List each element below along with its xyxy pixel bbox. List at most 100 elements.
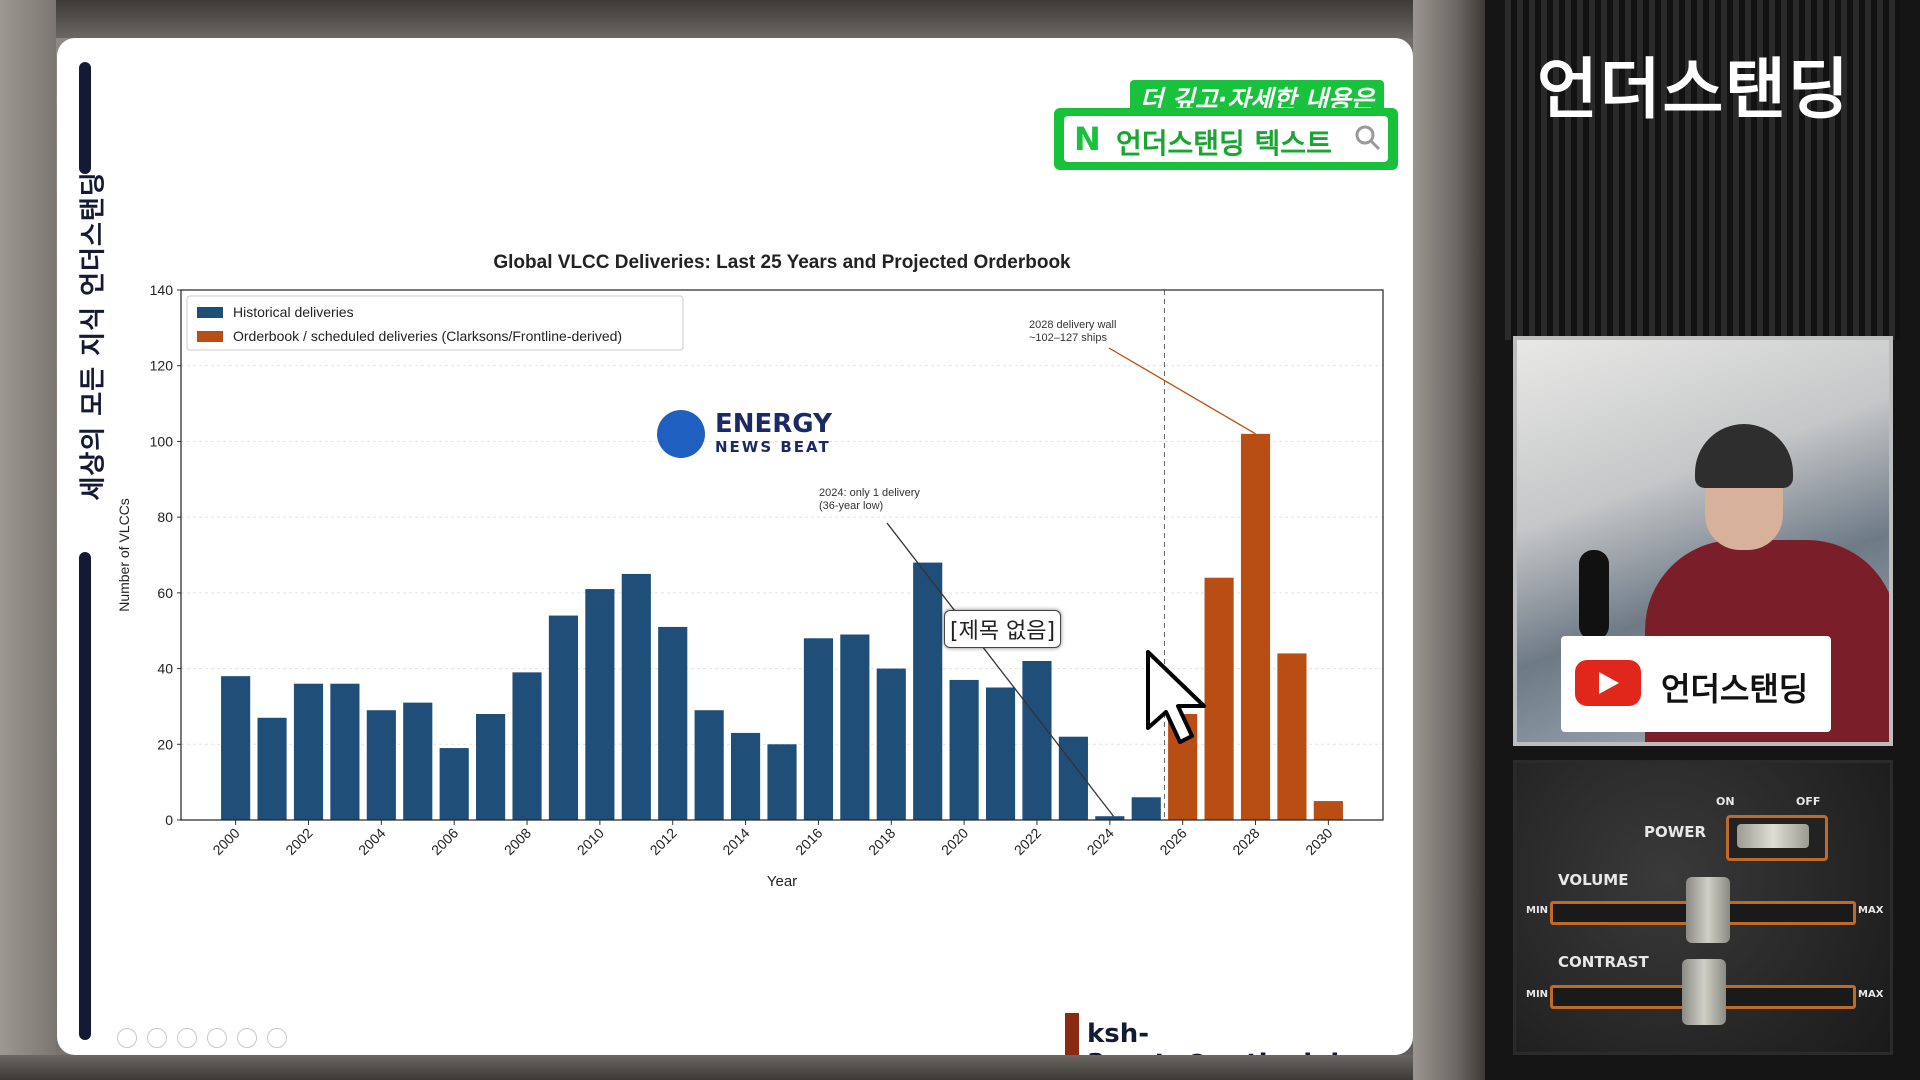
left-bar-bottom — [79, 552, 91, 1040]
legend-box — [186, 295, 684, 351]
annotation-arrow — [1108, 347, 1256, 435]
contrast-max-label: MAX — [1858, 989, 1884, 1000]
bar-historical — [621, 573, 651, 820]
top-badge: 더 깊고·자세한 내용은 N 언더스탠딩 텍스트 — [1054, 68, 1398, 170]
power-label: POWER — [1644, 823, 1707, 841]
bar-historical — [257, 717, 287, 820]
left-bar-top — [79, 62, 91, 174]
watermark-text: ENERGY — [715, 409, 833, 439]
email-text: ksh-3protv@outlook.kr — [1087, 1019, 1360, 1055]
bar-historical — [876, 668, 906, 820]
frame-top — [0, 0, 1470, 38]
pen-icon[interactable] — [177, 1028, 197, 1048]
y-tick-label: 40 — [157, 661, 173, 677]
channel-card-text: 언더스탠딩 — [1661, 670, 1809, 708]
y-tick-label: 0 — [165, 812, 173, 828]
annotation-text: (36-year low) — [819, 500, 883, 512]
bar-historical — [1131, 797, 1161, 820]
right-panel: 언더스탠딩 언더스탠딩 ON OFF POWER VOLUME MIN MAX … — [1485, 0, 1920, 1080]
x-tick-label: 2006 — [428, 825, 461, 858]
chart-title: Global VLCC Deliveries: Last 25 Years an… — [493, 252, 1071, 273]
frame-bottom — [0, 1055, 1470, 1080]
bar-historical — [512, 672, 542, 820]
bar-historical — [1058, 736, 1088, 820]
frame-left — [0, 0, 56, 1080]
x-tick-label: 2026 — [1156, 825, 1189, 858]
x-tick-label: 2008 — [501, 825, 534, 858]
badge-main: N 언더스탠딩 텍스트 — [1054, 108, 1398, 170]
next-icon[interactable] — [147, 1028, 167, 1048]
bar-historical — [548, 615, 579, 820]
bar-historical — [439, 748, 469, 820]
chart: Global VLCC Deliveries: Last 25 Years an… — [116, 252, 1384, 890]
legend-swatch — [197, 307, 223, 318]
badge-title: 언더스탠딩 텍스트 — [1116, 127, 1332, 160]
x-tick-label: 2022 — [1011, 825, 1044, 858]
channel-card: 언더스탠딩 — [1561, 636, 1831, 732]
watermark-subtext: NEWS BEAT — [715, 438, 831, 456]
watermark-globe-icon — [657, 410, 705, 458]
annotation-text: 2024: only 1 delivery — [819, 487, 920, 499]
bar-historical — [585, 589, 615, 820]
bar-historical — [913, 562, 943, 820]
bar-orderbook — [1277, 653, 1307, 820]
y-tick-label: 120 — [150, 358, 174, 374]
bar-historical — [1095, 816, 1125, 820]
bar-historical — [221, 676, 251, 820]
bar-historical — [985, 687, 1016, 820]
contrast-slider-knob[interactable] — [1682, 959, 1726, 1025]
bar-historical — [658, 626, 688, 820]
tv-control-panel: ON OFF POWER VOLUME MIN MAX CONTRAST MIN… — [1513, 760, 1893, 1055]
more-icon[interactable] — [267, 1028, 287, 1048]
tooltip: [제목 없음] — [944, 610, 1062, 648]
power-switch[interactable] — [1726, 815, 1828, 861]
x-tick-label: 2012 — [647, 825, 680, 858]
x-tick-label: 2024 — [1084, 825, 1117, 858]
mouse-cursor-icon — [1146, 650, 1206, 744]
on-label: ON — [1716, 795, 1735, 808]
bar-historical — [403, 702, 433, 820]
naver-n-icon: N — [1074, 120, 1101, 158]
annotation-text: 2028 delivery wall — [1029, 319, 1116, 331]
youtube-icon — [1575, 660, 1641, 706]
y-tick-label: 80 — [157, 509, 173, 525]
email-box: ksh-3protv@outlook.kr — [1065, 1013, 1413, 1055]
bar-historical — [767, 744, 797, 820]
x-tick-label: 2030 — [1302, 825, 1335, 858]
bar-historical — [840, 634, 870, 820]
legend-swatch — [197, 331, 223, 342]
volume-max-label: MAX — [1858, 905, 1884, 916]
bar-historical — [694, 710, 724, 820]
slide: 세상의 모든 지식 언더스탠딩 더 깊고·자세한 내용은 N 언더스탠딩 텍스트… — [57, 38, 1413, 1055]
volume-label: VOLUME — [1558, 871, 1629, 889]
bar-orderbook — [1240, 433, 1271, 820]
legend-label: Orderbook / scheduled deliveries (Clarks… — [233, 328, 622, 344]
contrast-min-label: MIN — [1526, 989, 1549, 1000]
zoom-icon[interactable] — [237, 1028, 257, 1048]
x-tick-label: 2020 — [938, 825, 971, 858]
badge-inner: N 언더스탠딩 텍스트 — [1064, 116, 1388, 162]
striped-wall — [1505, 0, 1900, 340]
webcam-view: 언더스탠딩 — [1513, 336, 1893, 746]
slides-icon[interactable] — [207, 1028, 227, 1048]
plot-frame — [180, 289, 1384, 821]
volume-slider-knob[interactable] — [1686, 877, 1730, 943]
microphone — [1579, 550, 1609, 640]
prev-icon[interactable] — [117, 1028, 137, 1048]
legend-label: Historical deliveries — [233, 304, 354, 320]
slide-toolbar — [117, 1028, 297, 1050]
bar-historical — [1022, 661, 1052, 820]
bar-historical — [803, 638, 833, 820]
x-tick-label: 2004 — [355, 825, 388, 858]
bar-historical — [366, 710, 396, 820]
y-tick-label: 100 — [150, 433, 174, 449]
x-tick-label: 2016 — [792, 825, 825, 858]
x-tick-label: 2000 — [209, 825, 242, 858]
bar-historical — [731, 732, 761, 820]
bar-historical — [949, 679, 979, 820]
bar-historical — [293, 683, 324, 820]
bar-historical — [330, 683, 360, 820]
y-tick-label: 140 — [150, 282, 174, 298]
volume-min-label: MIN — [1526, 905, 1549, 916]
x-axis-label: Year — [767, 873, 797, 890]
